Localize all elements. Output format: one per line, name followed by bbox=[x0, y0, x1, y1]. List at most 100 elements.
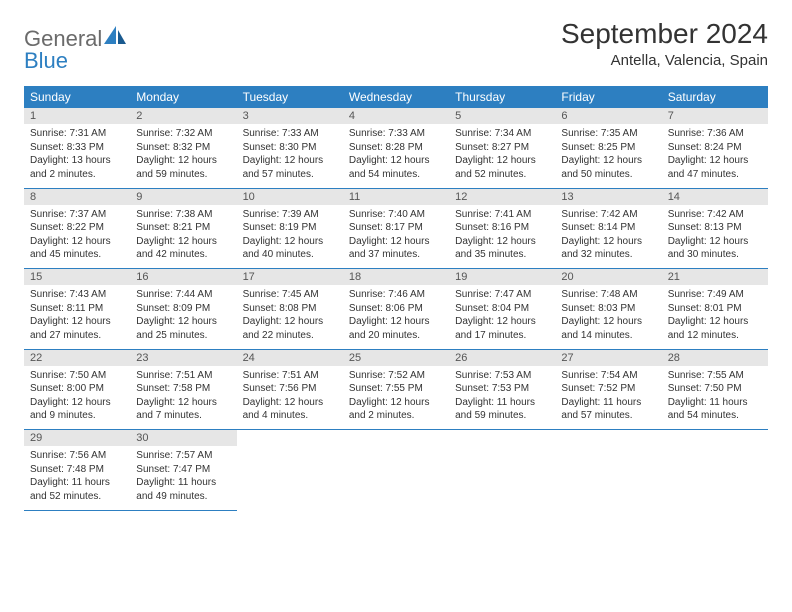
sunset-text: Sunset: 8:09 PM bbox=[136, 302, 230, 316]
day-number-cell: 1 bbox=[24, 108, 130, 124]
sunset-text: Sunset: 8:14 PM bbox=[561, 221, 655, 235]
daylight-text: Daylight: 12 hours and 2 minutes. bbox=[349, 396, 443, 423]
day-number-cell: 21 bbox=[662, 269, 768, 286]
day-content-cell bbox=[555, 446, 661, 510]
day-content-row: Sunrise: 7:37 AMSunset: 8:22 PMDaylight:… bbox=[24, 205, 768, 269]
sunset-text: Sunset: 8:28 PM bbox=[349, 141, 443, 155]
sunrise-text: Sunrise: 7:44 AM bbox=[136, 288, 230, 302]
sunset-text: Sunset: 8:32 PM bbox=[136, 141, 230, 155]
daylight-text: Daylight: 12 hours and 27 minutes. bbox=[30, 315, 124, 342]
sunrise-text: Sunrise: 7:36 AM bbox=[668, 127, 762, 141]
day-content-cell: Sunrise: 7:42 AMSunset: 8:13 PMDaylight:… bbox=[662, 205, 768, 269]
daylight-text: Daylight: 12 hours and 7 minutes. bbox=[136, 396, 230, 423]
day-number-row: 891011121314 bbox=[24, 188, 768, 205]
day-number-cell bbox=[237, 430, 343, 447]
day-content-cell: Sunrise: 7:57 AMSunset: 7:47 PMDaylight:… bbox=[130, 446, 236, 510]
sunset-text: Sunset: 8:06 PM bbox=[349, 302, 443, 316]
sunrise-text: Sunrise: 7:31 AM bbox=[30, 127, 124, 141]
day-number-cell: 20 bbox=[555, 269, 661, 286]
day-content-cell: Sunrise: 7:32 AMSunset: 8:32 PMDaylight:… bbox=[130, 124, 236, 188]
day-content-cell: Sunrise: 7:36 AMSunset: 8:24 PMDaylight:… bbox=[662, 124, 768, 188]
sunrise-text: Sunrise: 7:46 AM bbox=[349, 288, 443, 302]
day-number-cell: 3 bbox=[237, 108, 343, 124]
sunrise-text: Sunrise: 7:47 AM bbox=[455, 288, 549, 302]
day-number-cell: 2 bbox=[130, 108, 236, 124]
day-content-cell: Sunrise: 7:34 AMSunset: 8:27 PMDaylight:… bbox=[449, 124, 555, 188]
sunrise-text: Sunrise: 7:35 AM bbox=[561, 127, 655, 141]
sunset-text: Sunset: 7:48 PM bbox=[30, 463, 124, 477]
day-number-cell: 10 bbox=[237, 188, 343, 205]
daylight-text: Daylight: 11 hours and 52 minutes. bbox=[30, 476, 124, 503]
day-content-cell: Sunrise: 7:46 AMSunset: 8:06 PMDaylight:… bbox=[343, 285, 449, 349]
day-content-cell: Sunrise: 7:43 AMSunset: 8:11 PMDaylight:… bbox=[24, 285, 130, 349]
sunset-text: Sunset: 8:30 PM bbox=[243, 141, 337, 155]
sunset-text: Sunset: 7:58 PM bbox=[136, 382, 230, 396]
day-number-cell: 12 bbox=[449, 188, 555, 205]
sunrise-text: Sunrise: 7:32 AM bbox=[136, 127, 230, 141]
day-number-row: 1234567 bbox=[24, 108, 768, 124]
sunset-text: Sunset: 7:47 PM bbox=[136, 463, 230, 477]
sunset-text: Sunset: 8:19 PM bbox=[243, 221, 337, 235]
sunset-text: Sunset: 8:24 PM bbox=[668, 141, 762, 155]
sunset-text: Sunset: 8:11 PM bbox=[30, 302, 124, 316]
sunset-text: Sunset: 7:56 PM bbox=[243, 382, 337, 396]
weekday-header: Tuesday bbox=[237, 86, 343, 108]
day-content-cell: Sunrise: 7:37 AMSunset: 8:22 PMDaylight:… bbox=[24, 205, 130, 269]
page: General Blue September 2024 Antella, Val… bbox=[0, 0, 792, 529]
logo-blue: Blue bbox=[24, 50, 128, 72]
daylight-text: Daylight: 12 hours and 14 minutes. bbox=[561, 315, 655, 342]
daylight-text: Daylight: 12 hours and 4 minutes. bbox=[243, 396, 337, 423]
day-number-cell bbox=[449, 430, 555, 447]
weekday-header: Wednesday bbox=[343, 86, 449, 108]
daylight-text: Daylight: 12 hours and 17 minutes. bbox=[455, 315, 549, 342]
daylight-text: Daylight: 11 hours and 59 minutes. bbox=[455, 396, 549, 423]
sunrise-text: Sunrise: 7:48 AM bbox=[561, 288, 655, 302]
sunrise-text: Sunrise: 7:38 AM bbox=[136, 208, 230, 222]
sunrise-text: Sunrise: 7:33 AM bbox=[243, 127, 337, 141]
sunrise-text: Sunrise: 7:52 AM bbox=[349, 369, 443, 383]
day-content-cell: Sunrise: 7:33 AMSunset: 8:30 PMDaylight:… bbox=[237, 124, 343, 188]
day-number-cell: 23 bbox=[130, 349, 236, 366]
day-number-cell: 24 bbox=[237, 349, 343, 366]
sunset-text: Sunset: 7:52 PM bbox=[561, 382, 655, 396]
sunset-text: Sunset: 8:01 PM bbox=[668, 302, 762, 316]
daylight-text: Daylight: 12 hours and 42 minutes. bbox=[136, 235, 230, 262]
daylight-text: Daylight: 13 hours and 2 minutes. bbox=[30, 154, 124, 181]
logo-text-block: General Blue bbox=[24, 24, 128, 72]
daylight-text: Daylight: 12 hours and 47 minutes. bbox=[668, 154, 762, 181]
sunset-text: Sunset: 8:00 PM bbox=[30, 382, 124, 396]
daylight-text: Daylight: 12 hours and 37 minutes. bbox=[349, 235, 443, 262]
day-content-cell: Sunrise: 7:38 AMSunset: 8:21 PMDaylight:… bbox=[130, 205, 236, 269]
sunrise-text: Sunrise: 7:51 AM bbox=[136, 369, 230, 383]
weekday-header: Friday bbox=[555, 86, 661, 108]
day-number-cell: 4 bbox=[343, 108, 449, 124]
day-number-cell: 15 bbox=[24, 269, 130, 286]
day-content-row: Sunrise: 7:43 AMSunset: 8:11 PMDaylight:… bbox=[24, 285, 768, 349]
day-number-row: 15161718192021 bbox=[24, 269, 768, 286]
daylight-text: Daylight: 12 hours and 45 minutes. bbox=[30, 235, 124, 262]
sunset-text: Sunset: 8:03 PM bbox=[561, 302, 655, 316]
sunrise-text: Sunrise: 7:33 AM bbox=[349, 127, 443, 141]
sunset-text: Sunset: 8:25 PM bbox=[561, 141, 655, 155]
day-content-row: Sunrise: 7:56 AMSunset: 7:48 PMDaylight:… bbox=[24, 446, 768, 510]
header: General Blue September 2024 Antella, Val… bbox=[24, 18, 768, 72]
sunset-text: Sunset: 8:17 PM bbox=[349, 221, 443, 235]
daylight-text: Daylight: 12 hours and 12 minutes. bbox=[668, 315, 762, 342]
day-number-cell: 7 bbox=[662, 108, 768, 124]
daylight-text: Daylight: 12 hours and 32 minutes. bbox=[561, 235, 655, 262]
day-number-cell: 13 bbox=[555, 188, 661, 205]
sunrise-text: Sunrise: 7:51 AM bbox=[243, 369, 337, 383]
day-content-cell: Sunrise: 7:47 AMSunset: 8:04 PMDaylight:… bbox=[449, 285, 555, 349]
day-number-cell: 8 bbox=[24, 188, 130, 205]
day-content-cell bbox=[237, 446, 343, 510]
day-number-cell: 29 bbox=[24, 430, 130, 447]
sunrise-text: Sunrise: 7:41 AM bbox=[455, 208, 549, 222]
daylight-text: Daylight: 11 hours and 57 minutes. bbox=[561, 396, 655, 423]
day-content-cell: Sunrise: 7:50 AMSunset: 8:00 PMDaylight:… bbox=[24, 366, 130, 430]
day-content-cell bbox=[449, 446, 555, 510]
day-content-cell: Sunrise: 7:53 AMSunset: 7:53 PMDaylight:… bbox=[449, 366, 555, 430]
daylight-text: Daylight: 12 hours and 20 minutes. bbox=[349, 315, 443, 342]
daylight-text: Daylight: 11 hours and 54 minutes. bbox=[668, 396, 762, 423]
day-number-cell: 11 bbox=[343, 188, 449, 205]
day-number-cell: 19 bbox=[449, 269, 555, 286]
